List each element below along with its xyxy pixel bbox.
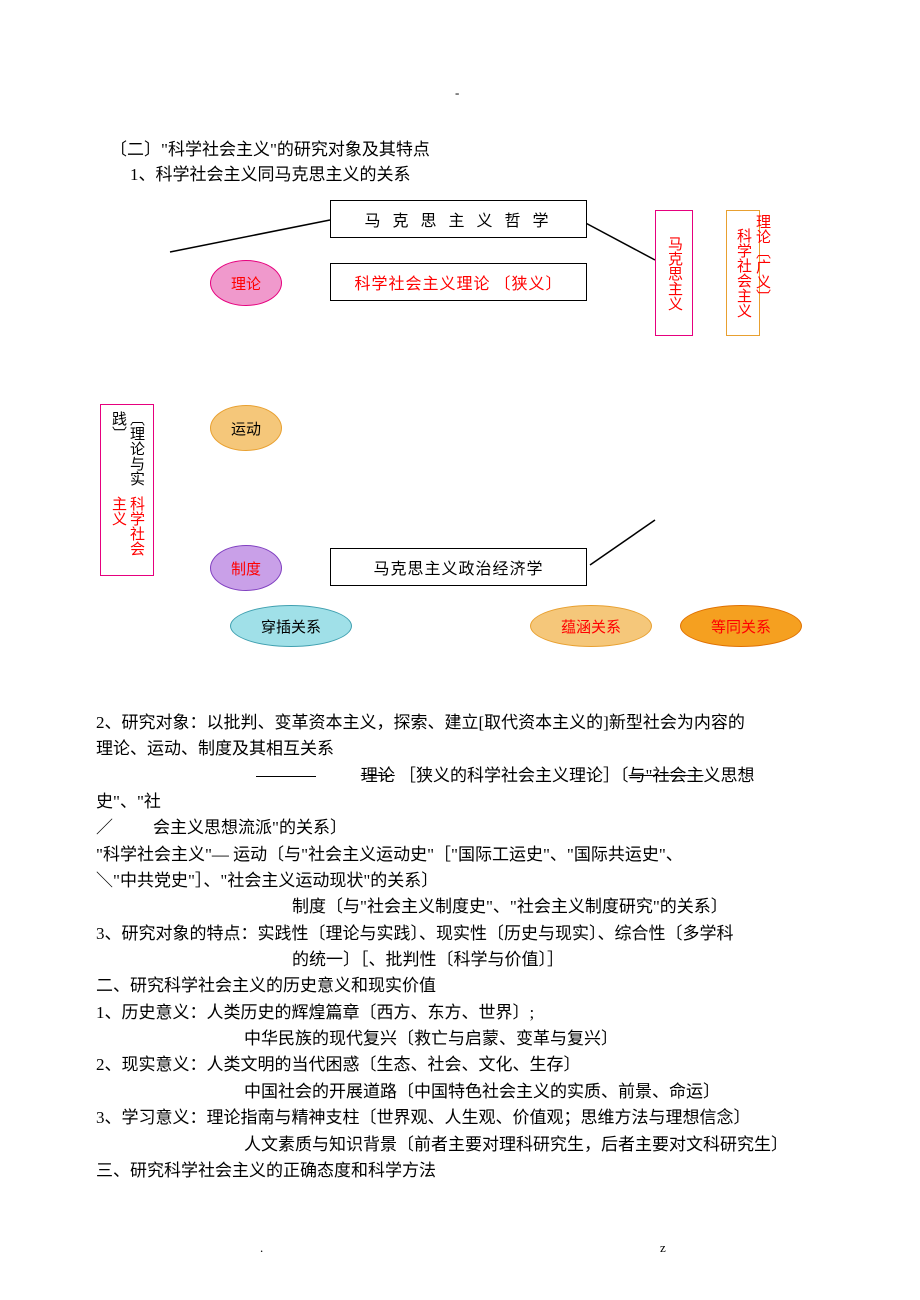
ellipse-theory: 理论: [210, 260, 282, 306]
p-research-object: 2、研究对象：以批判、变革资本主义，探索、建立[取代资本主义的]新型社会为内容的: [96, 710, 816, 736]
dash-icon: [256, 776, 316, 777]
vbox-scientific-socialism-tp: 〔理论与实践〕 科学社会主义: [100, 404, 154, 576]
section-header-2: 〔二〕"科学社会主义"的研究对象及其特点: [110, 135, 430, 160]
ellipse-equal-relation: 等同关系: [680, 605, 802, 647]
p-historical-b: 中华民族的现代复兴〔救亡与启蒙、变革与复兴〕: [244, 1026, 816, 1052]
p-theory-strike: 理论: [361, 766, 395, 785]
connector-lines: [100, 190, 820, 670]
h-section-3: 三、研究科学社会主义的正确态度和科学方法: [96, 1158, 816, 1184]
vbox-theory-broad-label: 理论〔广义〕: [754, 214, 770, 304]
ellipse-theory-label: 理论: [231, 273, 261, 294]
vbox-tp-paren: 〔理论与实践〕: [109, 411, 145, 496]
concept-diagram: 马 克 思 主 义 哲 学 科学社会主义理论 〔狭义〕 理论 运动 制度 马克思…: [100, 190, 820, 670]
ellipse-movement: 运动: [210, 405, 282, 451]
p-theory-c-text: 会主义思想流派"的关系〕: [153, 818, 347, 837]
ellipse-imply-relation: 蕴涵关系: [530, 605, 652, 647]
p-movement-line: "科学社会主义"— 运动〔与"社会主义运动史"［"国际工运史"、"国际共运史"、: [96, 842, 816, 868]
ellipse-movement-label: 运动: [231, 418, 261, 439]
box-sst-suffix: 〔狭义〕: [495, 270, 563, 294]
box-political-economy: 马克思主义政治经济学: [330, 548, 587, 586]
footer-dot: .: [260, 1240, 263, 1256]
p-features: 3、研究对象的特点：实践性〔理论与实践〕、现实性〔历史与现实〕、综合性〔多学科: [96, 921, 816, 947]
ellipse-cross-label: 穿插关系: [261, 616, 321, 637]
h-section-2: 二、研究科学社会主义的历史意义和现实价值: [96, 973, 816, 999]
p-practical-b: 中国社会的开展道路〔中国特色社会主义的实质、前景、命运〕: [244, 1079, 816, 1105]
top-dash: -: [455, 85, 459, 101]
p-research-object-b: 理论、运动、制度及其相互关系: [96, 736, 816, 762]
vbox-ssb-label: 科学社会主义: [734, 228, 752, 318]
box-sst-label-red: 科学社会主义理论: [354, 270, 490, 294]
p-theory-line: 理论 ［狭义的科学社会主义理论］〔与"社会主义思想史"、"社: [96, 763, 816, 816]
p-movement-line-b: ＼"中共党史"］、"社会主义运动现状"的关系〕: [96, 868, 816, 894]
p-system-line: 制度〔与"社会主义制度史"、"社会主义制度研究"的关系〕: [292, 894, 816, 920]
box-pe-label: 马克思主义政治经济学: [373, 555, 543, 579]
p-learning-b: 人文素质与知识背景〔前者主要对理科研究生，后者主要对文科研究生〕: [244, 1132, 816, 1158]
footer-z: z: [660, 1240, 666, 1256]
ellipse-cross-relation: 穿插关系: [230, 605, 352, 647]
box-marxist-philosophy-label: 马 克 思 主 义 哲 学: [364, 207, 552, 231]
p-theory-strike2: 与"社会主: [629, 766, 704, 785]
document-page: - 〔二〕"科学社会主义"的研究对象及其特点 1、科学社会主义同马克思主义的关系…: [0, 0, 920, 1300]
ellipse-system-label: 制度: [231, 558, 261, 579]
p-system-text: 制度〔与"社会主义制度史"、"社会主义制度研究"的关系〕: [292, 897, 728, 916]
box-scientific-socialism-theory: 科学社会主义理论 〔狭义〕: [330, 263, 587, 301]
p-practical: 2、现实意义：人类文明的当代困惑〔生态、社会、文化、生存〕: [96, 1052, 816, 1078]
p-historical: 1、历史意义：人类历史的辉煌篇章〔西方、东方、世界〕;: [96, 1000, 816, 1026]
ellipse-equal-label: 等同关系: [711, 616, 771, 637]
box-marxist-philosophy: 马 克 思 主 义 哲 学: [330, 200, 587, 238]
p-features-b: 的统一〕［、批判性〔科学与价值〕］: [292, 947, 816, 973]
vbox-tp-label: 科学社会主义: [109, 496, 145, 569]
subsection-1: 1、科学社会主义同马克思主义的关系: [130, 160, 411, 185]
vbox-marxism: 马克思主义: [655, 210, 693, 336]
p-theory-line-c: ／会主义思想流派"的关系〕: [96, 815, 816, 841]
ellipse-imply-label: 蕴涵关系: [561, 616, 621, 637]
p-theory-rest: ［狭义的科学社会主义理论］〔: [399, 766, 629, 785]
p-learning: 3、学习意义：理论指南与精神支柱〔世界观、人生观、价值观；思维方法与理想信念〕: [96, 1105, 816, 1131]
ellipse-system: 制度: [210, 545, 282, 591]
vbox-theory-broad: 理论〔广义〕: [755, 214, 773, 322]
body-content: 2、研究对象：以批判、变革资本主义，探索、建立[取代资本主义的]新型社会为内容的…: [96, 710, 816, 1184]
vbox-marxism-label: 马克思主义: [665, 236, 683, 311]
